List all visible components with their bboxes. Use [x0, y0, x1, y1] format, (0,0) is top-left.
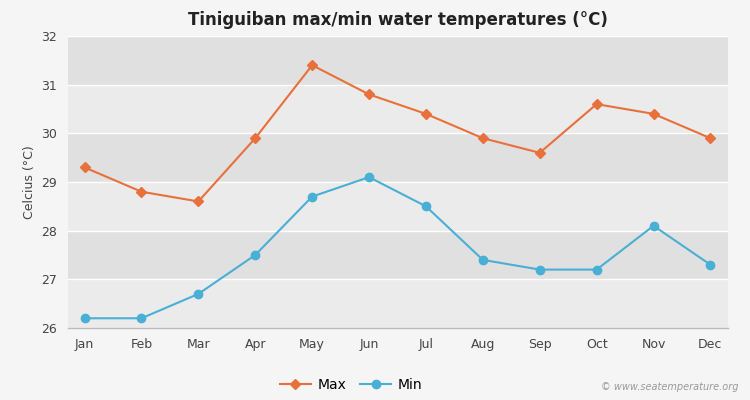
Max — [478, 136, 488, 141]
Max — [649, 112, 658, 116]
Legend: Max, Min: Max, Min — [274, 373, 428, 398]
Min — [706, 262, 715, 267]
Min — [364, 175, 374, 180]
Min — [137, 316, 146, 321]
Min — [194, 292, 202, 296]
Min — [251, 253, 260, 258]
Min — [308, 194, 316, 199]
Min — [80, 316, 89, 321]
Min — [478, 258, 488, 262]
Min — [422, 204, 430, 209]
Max — [308, 63, 316, 68]
Max — [80, 165, 89, 170]
Min — [592, 267, 602, 272]
Max — [422, 112, 430, 116]
Bar — [68, 133, 728, 182]
Bar — [68, 279, 728, 328]
Max — [536, 150, 544, 155]
Text: © www.seatemperature.org: © www.seatemperature.org — [602, 382, 739, 392]
Max — [194, 199, 202, 204]
Bar — [68, 182, 728, 231]
Max — [706, 136, 715, 141]
Max — [592, 102, 602, 106]
Line: Max: Max — [81, 62, 714, 205]
Title: Tiniguiban max/min water temperatures (°C): Tiniguiban max/min water temperatures (°… — [188, 11, 608, 29]
Max — [364, 92, 374, 97]
Bar — [68, 36, 728, 85]
Max — [137, 189, 146, 194]
Line: Min: Min — [80, 173, 715, 322]
Min — [536, 267, 544, 272]
Bar — [68, 85, 728, 133]
Max — [251, 136, 260, 141]
Bar — [68, 231, 728, 279]
Min — [649, 223, 658, 228]
Y-axis label: Celcius (°C): Celcius (°C) — [22, 145, 36, 219]
